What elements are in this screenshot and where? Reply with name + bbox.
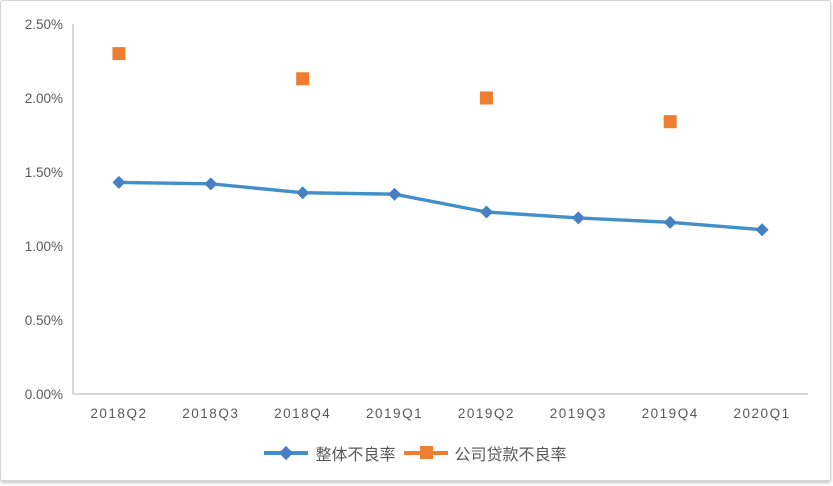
data-point-square-marker[interactable] — [112, 47, 126, 61]
y-axis-tick-label: 0.50% — [25, 313, 63, 328]
legend-item-overall-npl[interactable]: 整体不良率 — [264, 441, 396, 465]
data-point-diamond-marker[interactable] — [479, 205, 493, 219]
y-axis-tick-label: 2.00% — [25, 91, 63, 106]
y-axis-tick-label: 2.50% — [25, 17, 63, 32]
line-square-marker-icon — [403, 446, 448, 460]
x-axis-tick-label: 2019Q3 — [550, 406, 607, 421]
data-point-diamond-marker[interactable] — [755, 223, 769, 237]
legend-label-corporate-loan-npl: 公司贷款不良率 — [454, 447, 567, 464]
x-axis-tick-label: 2019Q4 — [642, 406, 699, 421]
data-point-diamond-marker[interactable] — [112, 175, 126, 189]
x-axis-tick-label: 2018Q3 — [182, 406, 239, 421]
y-axis-tick-label: 0.00% — [25, 387, 63, 402]
legend-item-corporate-loan-npl[interactable]: 公司贷款不良率 — [403, 441, 567, 465]
y-axis-tick-label: 1.50% — [25, 165, 63, 180]
y-axis-tick-label: 1.00% — [25, 239, 63, 254]
x-axis-tick-label: 2019Q2 — [458, 406, 515, 421]
data-point-square-marker[interactable] — [663, 115, 677, 129]
x-axis-tick-label: 2020Q1 — [734, 406, 791, 421]
x-axis-tick-label: 2018Q4 — [274, 406, 331, 421]
data-point-diamond-marker[interactable] — [663, 215, 677, 229]
data-point-diamond-marker[interactable] — [204, 177, 218, 191]
data-point-square-marker[interactable] — [479, 91, 493, 105]
chart-canvas: 0.00% 0.50% 1.00% 1.50% 2.00% 2.50% 2018Q2 2018… — [25, 17, 808, 421]
data-point-diamond-marker[interactable] — [296, 186, 310, 200]
x-axis-tick-label: 2019Q1 — [366, 406, 423, 421]
series-line-0 — [117, 180, 764, 232]
x-axis-tick-label: 2018Q2 — [90, 406, 147, 421]
line-diamond-marker-icon — [264, 445, 309, 461]
data-point-square-marker[interactable] — [296, 72, 310, 86]
chart-legend: 整体不良率 公司贷款不良率 — [1, 441, 830, 465]
data-point-diamond-marker[interactable] — [571, 211, 585, 225]
data-point-diamond-marker[interactable] — [388, 187, 402, 201]
legend-label-overall-npl: 整体不良率 — [315, 447, 396, 464]
